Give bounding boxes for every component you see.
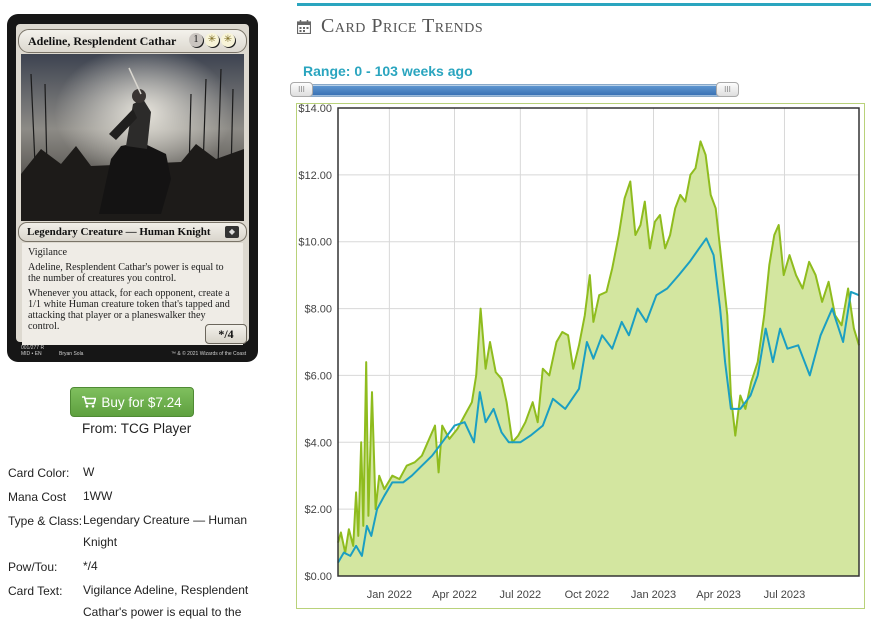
range-slider-end-handle[interactable]: III [716, 82, 739, 97]
x-tick-label: Jan 2022 [367, 589, 412, 601]
x-tick-label: Jul 2023 [764, 589, 806, 601]
y-tick-label: $4.00 [304, 437, 332, 449]
card-type-line: Legendary Creature — Human Knight [27, 226, 211, 238]
x-tick-label: Oct 2022 [565, 589, 610, 601]
y-tick-label: $10.00 [298, 237, 332, 249]
price-chart: $0.00 $2.00 $4.00 $6.00 $8.00 $10.00 $12.00 $14… [296, 103, 865, 609]
mana-symbol-generic: 1 [189, 33, 203, 47]
y-tick-label: $14.00 [298, 103, 332, 115]
card-footer: 001/277 R MID • EN Bryan Sola ™ & © 2021… [21, 345, 246, 359]
buy-button-label: Buy for $7.24 [101, 394, 182, 410]
detail-value: Legendary Creature — Human Knight [83, 513, 248, 549]
series-line-low [337, 237, 860, 564]
card-type-bar: Legendary Creature — Human Knight ◆ [18, 222, 247, 242]
x-tick-label: Apr 2023 [696, 589, 741, 601]
detail-label: Card Color: [8, 466, 70, 480]
set-symbol-icon: ◆ [225, 226, 239, 238]
detail-label: Card Text: [8, 584, 63, 598]
card-artwork [21, 54, 244, 221]
card-artist: Bryan Sola [59, 351, 84, 357]
range-label: Range: 0 - 103 weeks ago [303, 63, 473, 79]
y-tick-label: $0.00 [304, 571, 332, 583]
y-tick-label: $2.00 [304, 504, 332, 516]
price-chart-svg: $0.00 $2.00 $4.00 $6.00 $8.00 $10.00 $12.00 $14… [296, 103, 865, 609]
y-tick-label: $8.00 [304, 304, 332, 316]
shopping-cart-icon [82, 396, 97, 408]
buy-source: From: TCG Player [82, 421, 192, 436]
range-slider-start-handle[interactable]: III [290, 82, 313, 97]
detail-value: */4 [83, 559, 98, 573]
card-title-bar: Adeline, Resplendent Cathar 1 ✳ ✳ [18, 29, 247, 53]
mana-symbol-white: ✳ [221, 33, 235, 47]
calendar-icon [297, 19, 311, 34]
detail-value: W [83, 465, 95, 479]
card-set-line: MID • EN [21, 351, 42, 357]
price-trends-header: Card Price Trends [297, 15, 483, 38]
series-line-market [337, 140, 860, 554]
series-area [338, 141, 859, 576]
x-tick-label: Jul 2022 [500, 589, 542, 601]
y-tick-label: $12.00 [298, 170, 332, 182]
x-tick-label: Jan 2023 [631, 589, 676, 601]
card-name: Adeline, Resplendent Cathar [28, 34, 177, 48]
card-image: Adeline, Resplendent Cathar 1 ✳ ✳ [7, 14, 258, 362]
detail-label: Type & Class: [8, 514, 83, 528]
buy-button[interactable]: Buy for $7.24 [70, 387, 194, 417]
range-slider-fill [308, 86, 721, 95]
price-trends-title: Card Price Trends [321, 15, 484, 37]
range-slider[interactable]: III III [290, 82, 739, 97]
card-collector-number: 001/277 R [21, 345, 45, 351]
card-power-toughness: */4 [205, 324, 247, 344]
section-divider [297, 3, 871, 6]
mana-symbol-white: ✳ [205, 33, 219, 47]
card-rules-line: Vigilance [28, 247, 67, 258]
detail-label: Mana Cost [8, 490, 67, 504]
card-rules-line: Adeline, Resplendent Cathar's power is e… [28, 262, 224, 284]
card-rules-line: Whenever you attack, for each opponent, … [28, 288, 230, 332]
detail-label: Pow/Tou: [8, 560, 58, 574]
x-tick-label: Apr 2022 [432, 589, 477, 601]
plot-frame [337, 107, 860, 577]
y-tick-label: $6.00 [304, 370, 332, 382]
detail-value: 1WW [83, 489, 113, 503]
detail-value: Vigilance Adeline, Resplendent Cathar's … [83, 583, 249, 619]
card-copyright: ™ & © 2021 Wizards of the Coast [171, 351, 247, 357]
